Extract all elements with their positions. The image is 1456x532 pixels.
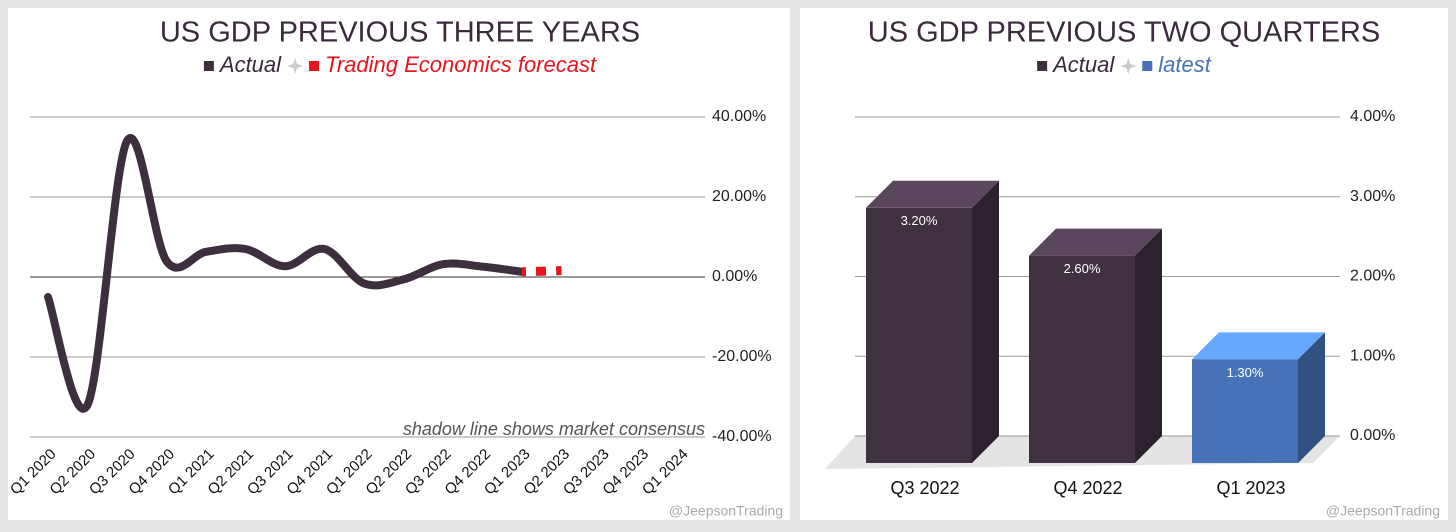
bar	[1029, 255, 1135, 463]
legend-swatch	[309, 61, 320, 71]
legend-label: latest	[1158, 52, 1211, 77]
bar	[866, 207, 972, 463]
legend-label: Actual	[218, 52, 282, 77]
left-panel	[8, 8, 790, 520]
y-tick-label: 40.00%	[712, 108, 766, 125]
bar-side	[1135, 228, 1162, 463]
chart-title: US GDP PREVIOUS THREE YEARS	[160, 17, 640, 49]
legend-swatch	[203, 61, 214, 71]
line-series	[44, 134, 526, 413]
x-tick-label: Q3 2022	[890, 478, 959, 498]
x-tick-label: Q4 2022	[1053, 478, 1122, 498]
y-tick-label: 0.00%	[712, 268, 757, 285]
watermark: @JeepsonTrading	[1326, 503, 1440, 519]
chart-title: US GDP PREVIOUS TWO QUARTERS	[868, 17, 1380, 49]
bar-top	[1029, 228, 1162, 256]
bar-top	[1192, 332, 1325, 360]
watermark: @JeepsonTrading	[669, 503, 783, 519]
value-label: 3.20%	[901, 213, 938, 228]
line-series	[521, 266, 562, 277]
legend-separator	[1120, 58, 1137, 74]
legend-swatch	[1037, 61, 1048, 71]
value-label: 2.60%	[1064, 261, 1101, 276]
legend-separator	[287, 58, 304, 74]
legend-label: Actual	[1051, 52, 1115, 77]
bar-side	[972, 180, 999, 464]
bar	[1192, 359, 1298, 463]
y-tick-label: 3.00%	[1350, 188, 1395, 205]
legend-swatch	[1142, 61, 1153, 71]
y-tick-label: 20.00%	[712, 188, 766, 205]
y-tick-label: -20.00%	[712, 348, 772, 365]
bar-top	[866, 180, 999, 208]
y-tick-label: 1.00%	[1350, 347, 1395, 364]
y-tick-label: -40.00%	[712, 428, 772, 445]
legend-label: Trading Economics forecast	[325, 52, 597, 77]
x-tick-label: Q1 2023	[1216, 478, 1285, 498]
bar-side	[1298, 332, 1325, 463]
y-tick-label: 4.00%	[1350, 108, 1395, 125]
annotation: shadow line shows market consensus	[403, 419, 705, 439]
y-tick-label: 0.00%	[1350, 427, 1395, 444]
y-tick-label: 2.00%	[1350, 268, 1395, 285]
value-label: 1.30%	[1227, 365, 1264, 380]
